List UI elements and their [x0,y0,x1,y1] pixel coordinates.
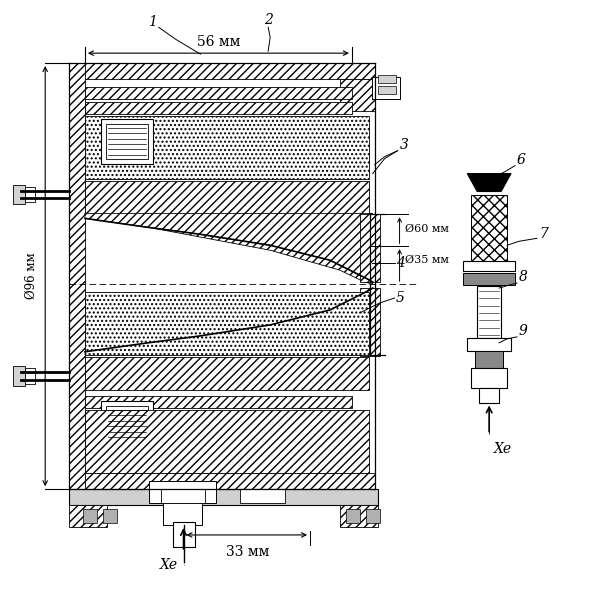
Text: Ø96 мм: Ø96 мм [25,253,38,300]
Bar [26,187,35,202]
Bar [106,406,148,440]
Bar [26,368,35,384]
Bar [101,401,153,445]
Bar [161,489,206,503]
Bar [378,86,396,94]
Text: 7: 7 [539,227,548,241]
Bar [85,87,352,99]
Bar [106,124,148,159]
Bar [479,388,499,402]
Text: 1: 1 [148,15,157,29]
Bar [475,351,503,368]
Text: 8: 8 [519,270,528,284]
Text: Ø60 мм: Ø60 мм [404,223,449,233]
Polygon shape [85,213,373,284]
Bar [240,489,285,503]
Bar [69,63,375,79]
Bar [378,75,396,83]
Text: 3: 3 [399,138,409,152]
Bar [103,509,117,523]
Text: 9: 9 [519,324,528,338]
Bar [85,102,352,114]
Bar [468,338,511,351]
Bar [85,181,368,213]
Text: 56 мм: 56 мм [197,35,240,49]
Bar [360,288,379,356]
Bar [85,116,368,179]
Bar [371,77,399,99]
Text: 5: 5 [396,291,404,305]
Bar [85,357,368,390]
Bar [83,509,97,523]
Bar [340,79,375,111]
Bar [69,489,378,505]
Bar [69,505,107,527]
Polygon shape [85,288,373,354]
Bar [69,63,85,489]
Bar [101,119,153,164]
Polygon shape [468,174,511,192]
Bar [85,396,352,407]
Text: 2: 2 [264,13,272,27]
Bar [477,286,501,338]
Bar [471,368,507,388]
Bar [173,522,195,547]
Bar [366,509,379,523]
Bar [149,481,216,503]
Bar [346,509,360,523]
Bar [13,185,26,204]
Polygon shape [85,213,373,282]
Text: Ø35 мм: Ø35 мм [404,255,449,265]
Bar [463,261,515,271]
Bar [340,505,378,527]
Text: Хе: Хе [159,558,178,572]
Bar [360,215,379,282]
Text: 33 мм: 33 мм [226,545,269,559]
Text: 4: 4 [396,256,404,270]
Bar [85,292,368,354]
Text: 6: 6 [517,153,526,167]
Bar [85,410,368,473]
Text: Хе: Хе [494,443,513,457]
Bar [13,366,26,385]
Bar [163,503,202,525]
Bar [463,273,515,285]
Bar [471,196,507,263]
Bar [69,473,375,489]
